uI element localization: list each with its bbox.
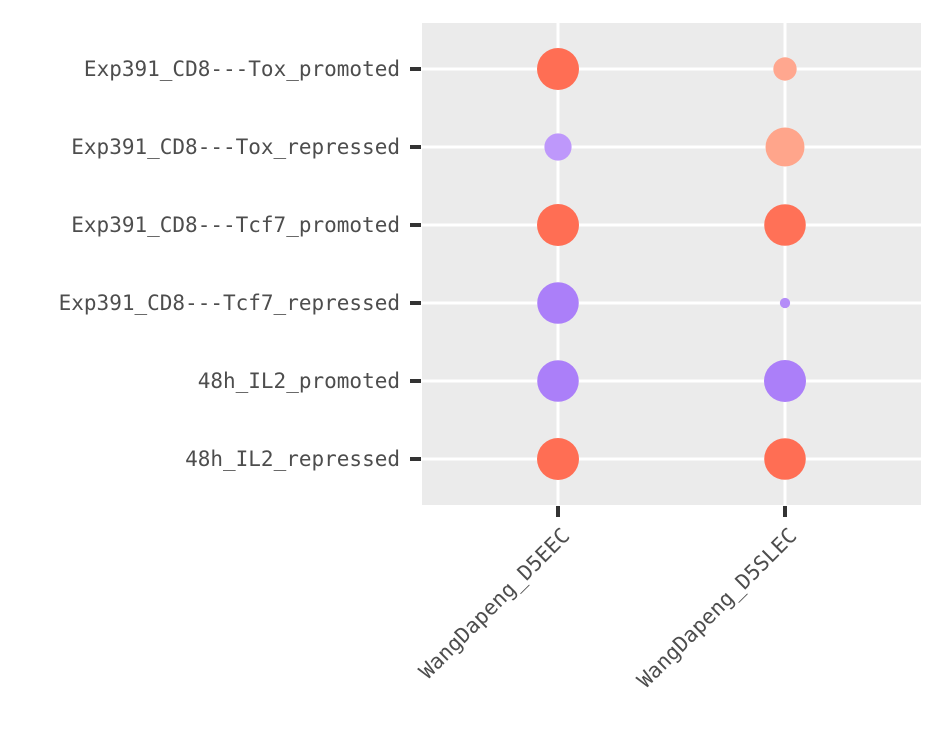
x-tick-label: WangDapeng_D5EEC (414, 524, 574, 684)
data-point (544, 133, 572, 161)
y-tick-label: 48h_IL2_repressed (185, 447, 400, 471)
data-point (779, 297, 791, 309)
y-tick-label: Exp391_CD8---Tcf7_repressed (59, 291, 400, 315)
x-axis: WangDapeng_D5EEC WangDapeng_D5SLEC (414, 506, 801, 692)
panel-background (422, 23, 921, 505)
y-tick-label: Exp391_CD8---Tox_repressed (71, 135, 400, 159)
y-tick-label: Exp391_CD8---Tox_promoted (84, 57, 400, 81)
y-tick-label: Exp391_CD8---Tcf7_promoted (71, 213, 400, 237)
data-point (537, 282, 579, 324)
data-points (537, 48, 806, 480)
data-point (537, 438, 579, 480)
data-point (537, 204, 579, 246)
data-point (537, 48, 579, 90)
data-point (764, 204, 806, 246)
data-point (773, 57, 797, 81)
data-point (537, 360, 579, 402)
y-axis: Exp391_CD8---Tox_promoted Exp391_CD8---To… (59, 57, 421, 471)
y-tick-label: 48h_IL2_promoted (198, 369, 400, 393)
gridlines (422, 23, 921, 505)
data-point (764, 438, 806, 480)
data-point (765, 127, 805, 167)
data-point (764, 360, 806, 402)
x-tick-label: WangDapeng_D5SLEC (633, 524, 802, 693)
